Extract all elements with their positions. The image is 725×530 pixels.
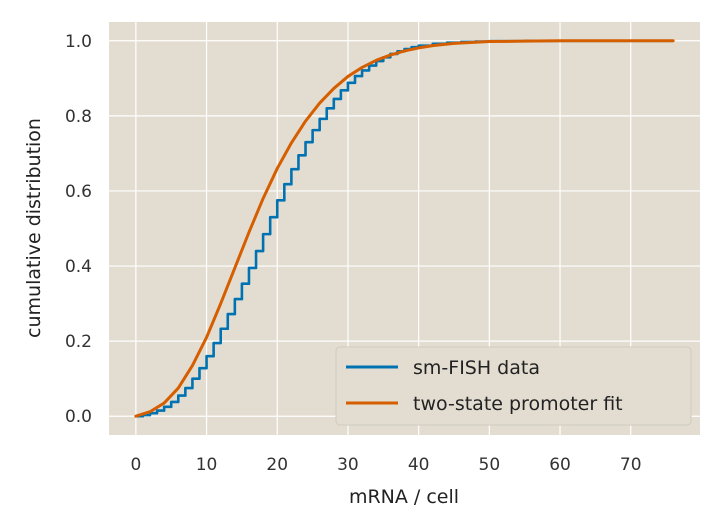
- x-tick-label: 70: [620, 455, 642, 475]
- legend-label-sm-fish: sm-FISH data: [413, 357, 540, 379]
- series-group: [134, 39, 675, 418]
- x-tick-label: 0: [130, 455, 141, 475]
- legend: sm-FISH data two-state promoter fit: [335, 346, 692, 426]
- y-tick-label: 0.8: [65, 107, 92, 127]
- legend-label-fit: two-state promoter fit: [413, 393, 623, 415]
- y-tick-label: 0.0: [65, 407, 92, 427]
- grid-lines: [109, 22, 700, 435]
- y-tick-label: 1.0: [65, 32, 92, 52]
- y-tick-label: 0.6: [65, 182, 92, 202]
- y-tick-labels: 0.0 0.2 0.4 0.6 0.8 1.0: [65, 32, 92, 427]
- x-tick-label: 40: [408, 455, 430, 475]
- x-tick-label: 20: [266, 455, 288, 475]
- x-tick-label: 60: [549, 455, 571, 475]
- y-axis-label: cumulative distribution: [23, 118, 45, 338]
- x-tick-label: 10: [196, 455, 218, 475]
- y-tick-label: 0.2: [65, 332, 92, 352]
- x-tick-labels: 0 10 20 30 40 50 60 70: [130, 455, 641, 475]
- series-line-1: [134, 39, 675, 418]
- series-line-0: [134, 39, 675, 418]
- x-tick-label: 30: [337, 455, 359, 475]
- y-tick-label: 0.4: [65, 257, 92, 277]
- legend-box: [335, 346, 692, 426]
- x-axis-label: mRNA / cell: [349, 486, 459, 508]
- x-tick-label: 50: [479, 455, 501, 475]
